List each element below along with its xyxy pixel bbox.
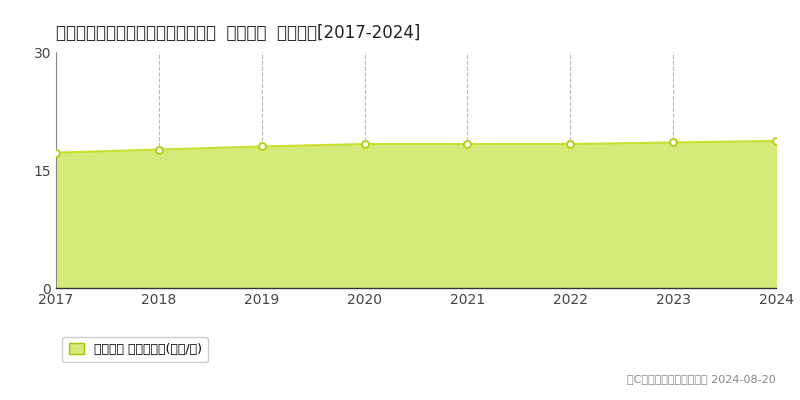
- Legend: 地価公示 平均坊単価(万円/坊): 地価公示 平均坊単価(万円/坊): [62, 337, 208, 362]
- Text: 青森県青森市東大野２丁目７番２外  地価公示  地価推移[2017-2024]: 青森県青森市東大野２丁目７番２外 地価公示 地価推移[2017-2024]: [56, 24, 420, 42]
- Text: （C）土地価格ドットコム 2024-08-20: （C）土地価格ドットコム 2024-08-20: [627, 374, 776, 384]
